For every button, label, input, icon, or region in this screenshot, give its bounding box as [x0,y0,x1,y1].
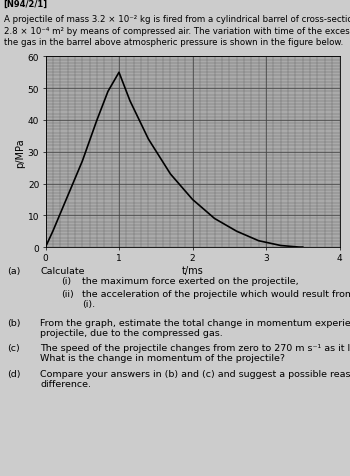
Text: From the graph, estimate the total change in momentum experienced by the
project: From the graph, estimate the total chang… [40,318,350,337]
Text: the maximum force exerted on the projectile,: the maximum force exerted on the project… [82,276,299,285]
Text: Calculate: Calculate [40,266,85,275]
Text: (i): (i) [61,276,71,285]
Text: (c): (c) [7,343,20,352]
Text: The speed of the projectile changes from zero to 270 m s⁻¹ as it leaves the barr: The speed of the projectile changes from… [40,343,350,363]
Text: (a): (a) [7,266,20,275]
Text: A projectile of mass 3.2 × 10⁻² kg is fired from a cylindrical barrel of cross-s: A projectile of mass 3.2 × 10⁻² kg is fi… [4,15,350,47]
Text: (b): (b) [7,318,21,327]
Y-axis label: p/MPa: p/MPa [15,138,25,167]
Text: [N94/2/1]: [N94/2/1] [4,0,48,9]
Text: (d): (d) [7,369,21,378]
X-axis label: t/ms: t/ms [182,266,203,276]
Text: (ii): (ii) [61,289,74,298]
Text: the acceleration of the projectile which would result from the force calculated : the acceleration of the projectile which… [82,289,350,309]
Text: Compare your answers in (b) and (c) and suggest a possible reason for the
differ: Compare your answers in (b) and (c) and … [40,369,350,388]
